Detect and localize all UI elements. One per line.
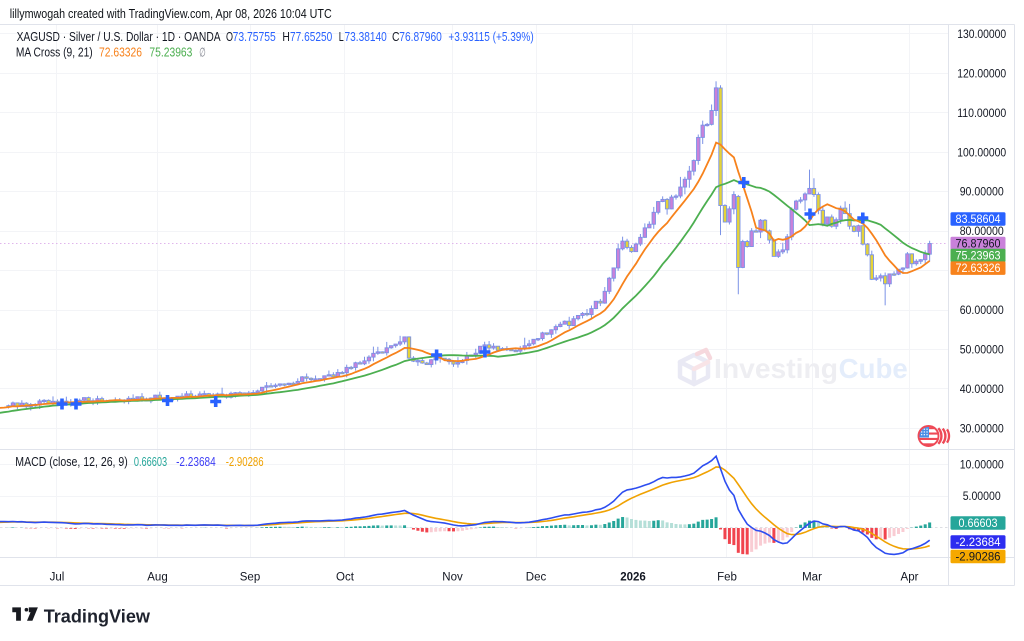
svg-text:30.00000: 30.00000 — [960, 423, 1004, 435]
svg-text:∅: ∅ — [199, 45, 206, 59]
svg-text:83.58604: 83.58604 — [956, 214, 1002, 226]
svg-text:Aug: Aug — [147, 572, 167, 584]
svg-text:80.00000: 80.00000 — [960, 226, 1004, 238]
svg-text:Investing: Investing — [714, 353, 838, 384]
svg-text:5.00000: 5.00000 — [963, 491, 1001, 503]
svg-text:Oct: Oct — [336, 572, 355, 584]
svg-text:2026: 2026 — [620, 572, 646, 584]
svg-text:Cube: Cube — [839, 353, 908, 384]
svg-text:50.00000: 50.00000 — [960, 345, 1004, 357]
svg-text:40.00000: 40.00000 — [960, 384, 1004, 396]
svg-text:O: O — [226, 30, 233, 44]
svg-text:76.87960: 76.87960 — [399, 30, 442, 44]
svg-text:0.66603: 0.66603 — [959, 518, 998, 530]
svg-text:lillymwogah created with Tradi: lillymwogah created with TradingView.com… — [10, 6, 332, 21]
svg-text:110.00000: 110.00000 — [957, 108, 1006, 120]
svg-text:Dec: Dec — [526, 572, 547, 584]
svg-text:100.00000: 100.00000 — [957, 147, 1006, 159]
svg-text:Apr: Apr — [901, 572, 919, 584]
svg-text:-2.90286: -2.90286 — [226, 455, 264, 469]
svg-text:72.63326: 72.63326 — [956, 263, 1001, 275]
svg-text:75.23963: 75.23963 — [956, 251, 1001, 263]
svg-text:-2.90286: -2.90286 — [956, 552, 1001, 564]
svg-text:Sep: Sep — [240, 572, 260, 584]
svg-text:MA Cross (9, 21): MA Cross (9, 21) — [16, 45, 93, 59]
svg-text:0.66603: 0.66603 — [134, 455, 167, 469]
svg-text:73.38140: 73.38140 — [345, 30, 387, 44]
svg-text:-2.23684: -2.23684 — [956, 537, 1002, 549]
svg-text:Jul: Jul — [50, 572, 65, 584]
svg-text:73.75755: 73.75755 — [233, 30, 276, 44]
svg-text:Mar: Mar — [802, 572, 822, 584]
svg-text:120.00000: 120.00000 — [957, 68, 1006, 80]
svg-text:+3.93115 (+5.39%): +3.93115 (+5.39%) — [448, 30, 533, 44]
svg-text:90.00000: 90.00000 — [960, 187, 1004, 199]
svg-text:76.87960: 76.87960 — [956, 239, 1001, 251]
svg-text:130.00000: 130.00000 — [957, 29, 1006, 41]
svg-text:10.00000: 10.00000 — [960, 460, 1004, 472]
svg-text:MACD (close, 12, 26, 9): MACD (close, 12, 26, 9) — [15, 455, 128, 469]
svg-text:H: H — [282, 30, 290, 44]
svg-text:Feb: Feb — [717, 572, 737, 584]
svg-text:-2.23684: -2.23684 — [176, 455, 216, 469]
svg-text:75.23963: 75.23963 — [149, 45, 192, 59]
svg-text:C: C — [392, 30, 400, 44]
svg-text:L: L — [339, 30, 344, 44]
svg-text:77.65250: 77.65250 — [290, 30, 332, 44]
svg-text:TradingView: TradingView — [44, 606, 151, 627]
svg-text:60.00000: 60.00000 — [960, 305, 1004, 317]
svg-text:XAGUSD · Silver / U.S. Dollar: XAGUSD · Silver / U.S. Dollar · 1D · OAN… — [17, 30, 221, 44]
svg-text:Nov: Nov — [442, 572, 463, 584]
svg-text:72.63326: 72.63326 — [99, 45, 142, 59]
